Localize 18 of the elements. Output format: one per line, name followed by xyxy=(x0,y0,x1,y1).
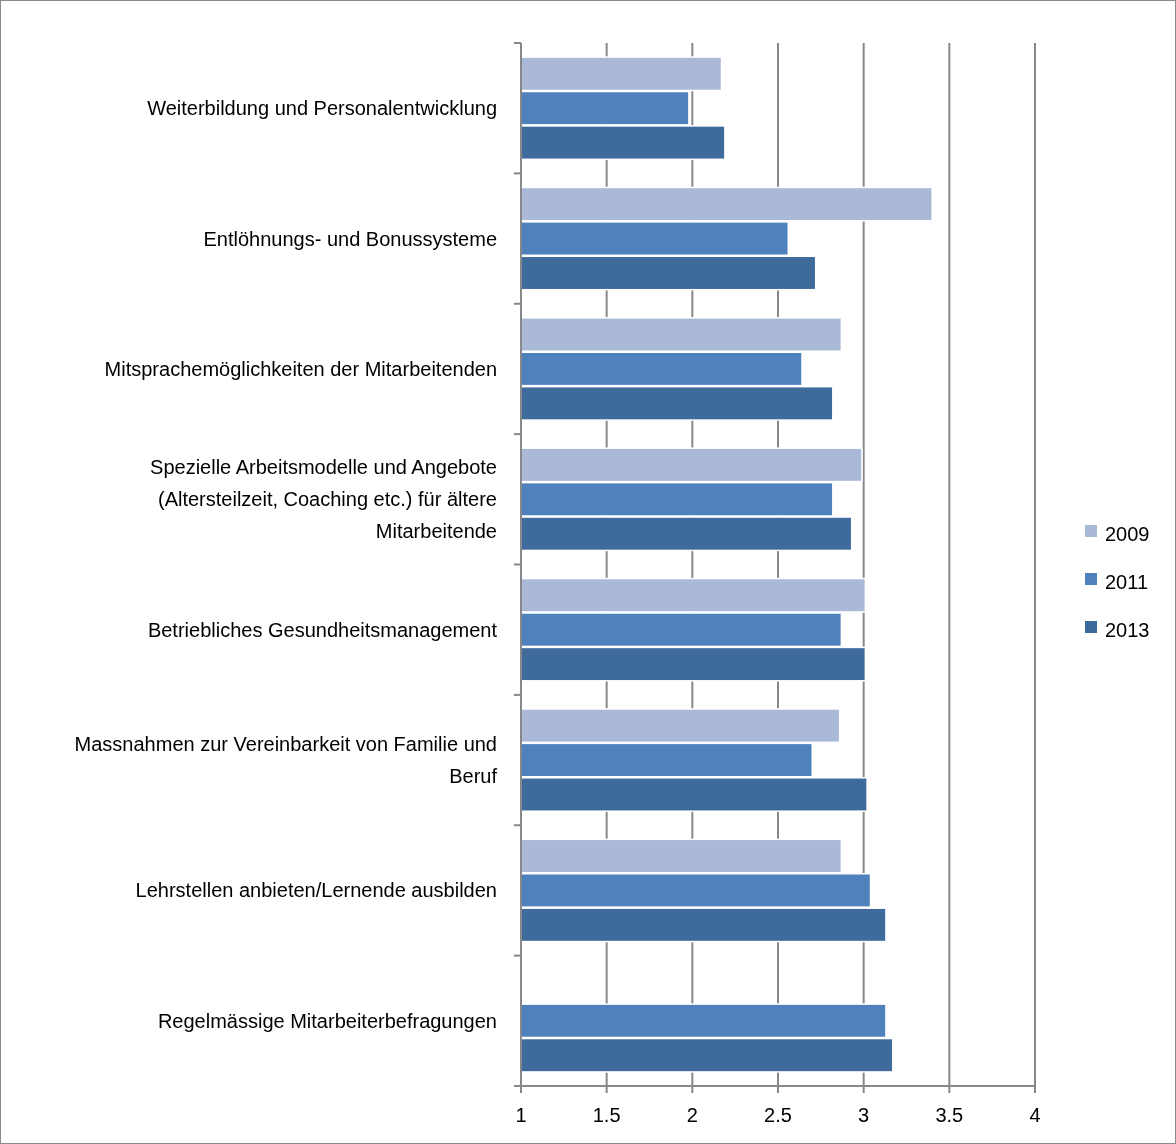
x-tick-label: 4 xyxy=(1029,1104,1041,1126)
x-tick-label: 3.5 xyxy=(935,1104,964,1126)
x-tick-label: 1.5 xyxy=(592,1104,621,1126)
y-tick-label: Betriebliches Gesundheitsmanagement xyxy=(147,618,498,641)
x-tick-label: 3 xyxy=(858,1104,870,1126)
y-tick-label: Massnahmen zur Vereinbarkeit von Familie und Beruf xyxy=(74,733,498,788)
y-tick-label: Entlöhnungs- und Bonussysteme xyxy=(203,227,497,250)
y-tick-label: Lehrstellen anbieten/Lernende ausbilden xyxy=(135,879,497,902)
x-tick-label: 2.5 xyxy=(764,1104,792,1126)
x-tick-label: 1 xyxy=(515,1104,527,1126)
legend-label: 2009 xyxy=(1105,523,1150,545)
legend-label: 2011 xyxy=(1105,571,1149,593)
y-tick-label: Weiterbildung und Personalentwicklung xyxy=(147,97,497,120)
y-tick-label: Mitsprachemöglichkeiten der Mitarbeitenden xyxy=(104,357,497,380)
legend-label: 2013 xyxy=(1105,619,1150,641)
x-tick-label: 2 xyxy=(686,1104,698,1126)
y-tick-label: Spezielle Arbeitsmodelle und Angebote (Altersteilzeit, Coaching etc.) für ältere Mitarbeitende xyxy=(150,456,497,543)
y-tick-label: Regelmässige Mitarbeiterbefragungen xyxy=(157,1009,497,1032)
